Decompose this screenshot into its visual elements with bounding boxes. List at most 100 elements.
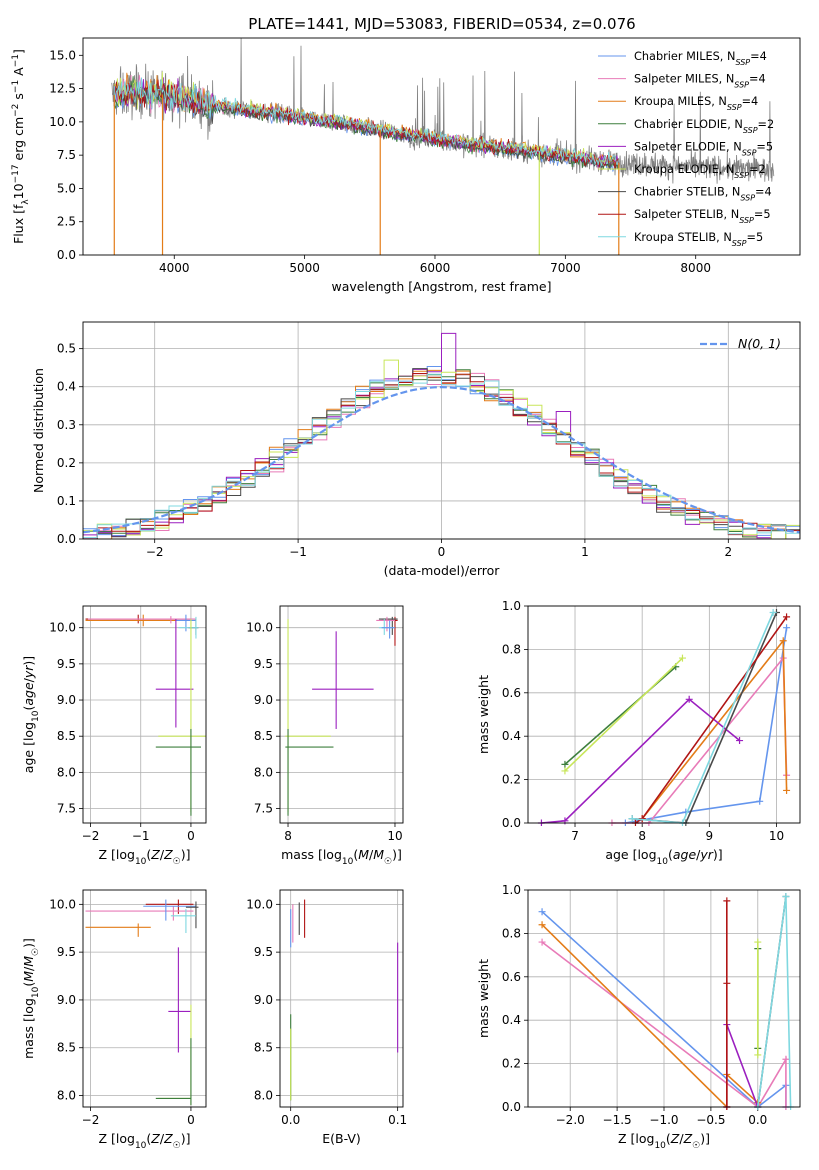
- x-tick-label: 2: [724, 545, 732, 559]
- y-tick-label: 0.5: [57, 342, 76, 356]
- y-tick-label: 9.0: [254, 693, 273, 707]
- x-tick-label: −2: [146, 545, 164, 559]
- figure-title: PLATE=1441, MJD=53083, FIBERID=0534, z=0…: [248, 15, 635, 33]
- y-tick-label: 10.0: [49, 621, 76, 635]
- y-tick-label: 8.5: [57, 1041, 76, 1055]
- y-tick-label: 8.0: [57, 765, 76, 779]
- y-tick-label: 9.5: [57, 657, 76, 671]
- mass-weight-marker: [628, 815, 636, 823]
- mass-weight-marker: [769, 609, 777, 617]
- legend-label: Kroupa MILES, NSSP=4: [634, 95, 758, 112]
- x-tick-label: 9: [706, 829, 714, 843]
- y-tick-label: 0.4: [502, 729, 521, 743]
- mass-weight-marker: [779, 637, 787, 645]
- x-tick-label: 5000: [289, 261, 320, 275]
- y-tick-label: 9.5: [254, 657, 273, 671]
- axes-frame: [279, 889, 404, 1108]
- x-tick-label: 0: [187, 829, 195, 843]
- y-tick-label: 0.8: [502, 926, 521, 940]
- mass-weight-line: [541, 941, 787, 1109]
- y-axis-label: mass weight: [476, 959, 491, 1038]
- legend-label: Chabrier ELODIE, NSSP=2: [634, 118, 774, 135]
- axes-frame: [279, 605, 404, 824]
- y-tick-label: 5.0: [57, 181, 76, 195]
- mass-weight-marker: [783, 786, 791, 794]
- x-tick-label: 8000: [680, 261, 711, 275]
- x-tick-label: −1: [289, 545, 307, 559]
- legend: Chabrier MILES, NSSP=4 Salpeter MILES, NS…: [598, 50, 774, 247]
- y-axis-label: mass [log10(M/M☉)]: [21, 938, 41, 1059]
- axes-frame: [527, 605, 801, 824]
- mass-weight-marker: [756, 797, 764, 805]
- y-axis-label: Flux [fλ10−17 erg cm−2 s−1 A−1]: [11, 49, 31, 244]
- mass_vs_Z-plot: [85, 899, 199, 1106]
- y-axis-label: Normed distribution: [31, 368, 46, 493]
- y-tick-label: 9.0: [57, 993, 76, 1007]
- legend-label-normal: N(0, 1): [738, 336, 781, 351]
- x-axis-label: mass [log10(M/M☉)]: [281, 847, 402, 867]
- y-tick-label: 8.5: [57, 729, 76, 743]
- legend-label: Salpeter MILES, NSSP=4: [634, 73, 766, 90]
- mass-weight-marker: [561, 760, 569, 768]
- mass-weight-marker: [538, 908, 546, 916]
- y-tick-label: 8.0: [57, 1089, 76, 1103]
- axes-frame: [82, 889, 207, 1108]
- panel-5: −2 0 8.0 8.5 9.0 9.5 10.0 Z [log10(Z/Z☉)] mass […: [21, 889, 207, 1151]
- y-axis-label: age [log10(age/yr)]: [21, 656, 41, 773]
- panel-1: −2 −1 0 1 2 0.0 0.1 0.2 0.3 0.4 0.5 (data-model)/er…: [31, 321, 801, 578]
- y-tick-label: 0.1: [57, 494, 76, 508]
- x-axis-label: Z [log10(Z/Z☉)]: [618, 1131, 710, 1151]
- histogram-plot: [83, 332, 800, 539]
- y-tick-label: 7.5: [254, 802, 273, 816]
- y-tick-label: 0.2: [502, 1057, 521, 1071]
- x-axis-label: (data-model)/error: [384, 563, 501, 578]
- mass-weight-marker: [754, 938, 762, 946]
- x-tick-label: 6000: [420, 261, 451, 275]
- x-tick-label: 7000: [550, 261, 581, 275]
- axes-frame: [82, 321, 801, 540]
- x-tick-label: 0: [438, 545, 446, 559]
- y-tick-label: 0.2: [502, 773, 521, 787]
- x-tick-label: 1: [581, 545, 589, 559]
- y-tick-label: 10.0: [49, 115, 76, 129]
- mass-weight-marker: [783, 613, 791, 621]
- y-tick-label: 7.5: [57, 802, 76, 816]
- x-tick-label: 0: [187, 1113, 195, 1127]
- x-tick-label: 7: [571, 829, 579, 843]
- mass-weight-marker: [685, 695, 693, 703]
- x-tick-label: 0.0: [281, 1113, 300, 1127]
- y-tick-label: 0.0: [57, 248, 76, 262]
- mass-weight-marker: [783, 624, 791, 632]
- mass-weight-marker: [782, 893, 790, 901]
- y-tick-label: 0.8: [502, 642, 521, 656]
- mass_vs_ebv-plot: [290, 899, 399, 1101]
- mass-weight-line: [541, 698, 741, 824]
- axes-frame: [82, 37, 801, 256]
- x-tick-label: 4000: [159, 261, 190, 275]
- normal-curve: [83, 385, 800, 534]
- x-axis-label: age [log10(age/yr)]: [605, 847, 722, 867]
- mass-weight-line: [635, 616, 788, 824]
- y-tick-label: 15.0: [49, 48, 76, 62]
- legend-label: Chabrier STELIB, NSSP=4: [634, 186, 772, 203]
- y-tick-label: 9.0: [57, 693, 76, 707]
- model-spectrum: [113, 71, 619, 165]
- mass-weight-marker: [538, 921, 546, 929]
- y-tick-label: 12.5: [49, 82, 76, 96]
- legend-label: Kroupa STELIB, NSSP=5: [634, 231, 763, 248]
- legend-label: Salpeter ELODIE, NSSP=5: [634, 140, 773, 157]
- panel-3: 8 10 7.5 8.0 8.5 9.0 9.5 10.0 mass [log10(M/M☉)]: [246, 605, 404, 867]
- mass-weight-marker: [723, 897, 731, 905]
- y-tick-label: 10.0: [246, 621, 273, 635]
- y-tick-label: 1.0: [502, 883, 521, 897]
- legend-label: Salpeter STELIB, NSSP=5: [634, 208, 771, 225]
- x-tick-label: 8: [638, 829, 646, 843]
- y-tick-label: 0.2: [57, 456, 76, 470]
- y-tick-label: 9.5: [57, 945, 76, 959]
- x-tick-label: −1: [132, 829, 150, 843]
- y-tick-label: 0.6: [502, 970, 521, 984]
- x-tick-label: −1.0: [649, 1113, 678, 1127]
- y-tick-label: 9.0: [254, 993, 273, 1007]
- y-tick-label: 7.5: [57, 148, 76, 162]
